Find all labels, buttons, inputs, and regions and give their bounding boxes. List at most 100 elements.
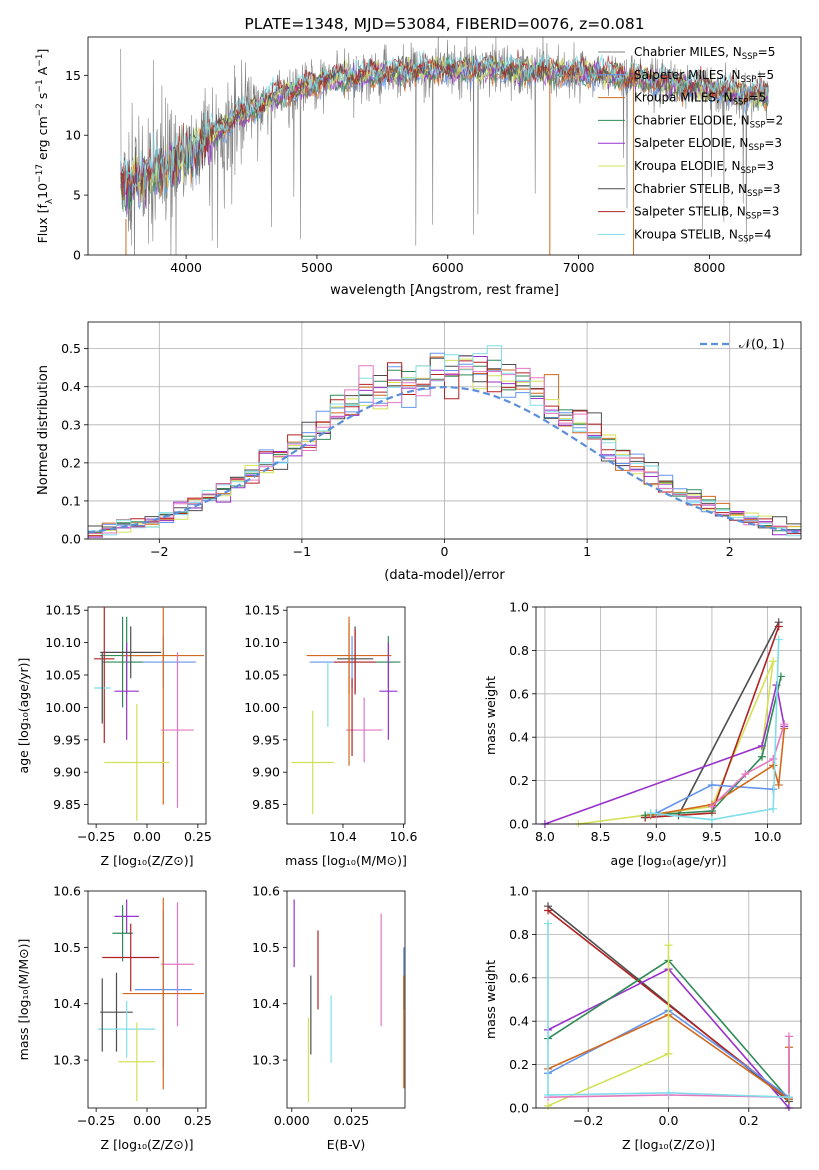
- error-bars: [98, 897, 204, 1102]
- x-tick-label: 1: [583, 544, 591, 559]
- weight-point-marker: [544, 1101, 553, 1110]
- y-tick-label: 0: [73, 248, 81, 263]
- y-tick-label: 9.95: [252, 732, 280, 747]
- mass-vs-metallicity-panel: −0.25 0.00 0.25 10.3 10.4 10.5 10.6 Z [log₁₀(Z/…: [16, 884, 212, 1153]
- y-label-part: −17: [35, 164, 45, 183]
- legend-subscript: SSP: [742, 52, 758, 62]
- y-tick-label: 0.8: [509, 643, 529, 658]
- x-tick-label: 8000: [694, 260, 726, 275]
- x-tick-label: 8.0: [535, 829, 555, 844]
- x-axis-label: Z [log₁₀(Z/Z⊙)]: [622, 1137, 715, 1152]
- legend-label: Kroupa ELODIE, N: [634, 159, 741, 173]
- legend-label: Salpeter ELODIE, N: [634, 136, 748, 150]
- x-tick-label: 5000: [301, 260, 333, 275]
- x-tick-label: 6000: [432, 260, 464, 275]
- y-tick-label: 0.3: [61, 417, 81, 432]
- y-axis-label: Normed distribution: [36, 365, 51, 495]
- x-tick-label: 0.2: [739, 1113, 759, 1128]
- spectrum-lines: [120, 37, 769, 255]
- weight-point-marker: [774, 635, 783, 644]
- y-tick-label: 10.10: [45, 635, 81, 650]
- x-axis-label: Z [log₁₀(Z/Z⊙)]: [101, 1137, 194, 1152]
- weight-point-marker: [741, 770, 750, 779]
- weight-series-line: [650, 639, 780, 821]
- legend-value: =3: [763, 182, 781, 196]
- weight-series-line: [578, 660, 774, 825]
- y-tick-label: 9.90: [252, 765, 280, 780]
- weight-lines: [540, 618, 789, 827]
- legend-value: =3: [764, 136, 782, 150]
- x-tick-label: 0.00: [133, 829, 161, 844]
- legend-entry: 𝒩(0, 1): [739, 336, 785, 351]
- chart-title: PLATE=1348, MJD=53084, FIBERID=0076, z=0…: [244, 15, 644, 33]
- x-tick-label: −0.25: [77, 1113, 115, 1128]
- x-tick-label: 10.0: [754, 829, 782, 844]
- legend-entry: Kroupa ELODIE, NSSP=3: [634, 159, 774, 176]
- error-bars: [293, 899, 405, 1103]
- x-tick-label: 9.5: [702, 829, 722, 844]
- y-tick-label: 0.6: [509, 970, 529, 985]
- weight-point-marker: [664, 1049, 673, 1058]
- weight-point-marker: [780, 720, 789, 729]
- y-tick-label: 0.1: [61, 493, 81, 508]
- legend-subscript: SSP: [746, 212, 762, 222]
- x-tick-label: 0.00: [133, 1113, 161, 1128]
- y-tick-label: 0.0: [509, 817, 529, 832]
- y-tick-label: 0.5: [61, 341, 81, 356]
- legend-entry: Kroupa MILES, NSSP=5: [634, 91, 766, 108]
- y-tick-label: 10.3: [252, 1053, 280, 1068]
- weight-point-marker: [769, 657, 778, 666]
- x-tick-label: 0.25: [184, 1113, 212, 1128]
- y-label-part: 10: [35, 183, 50, 199]
- y-tick-label: 10.6: [53, 884, 81, 899]
- y-tick-label: 10.10: [244, 635, 280, 650]
- residual-histogram: [88, 345, 801, 537]
- legend-subscript: SSP: [738, 234, 754, 244]
- legend-subscript: SSP: [741, 166, 757, 176]
- x-tick-label: 0: [441, 544, 449, 559]
- y-tick-label: 10.3: [53, 1053, 81, 1068]
- y-tick-label: 5: [73, 188, 81, 203]
- weight-point-marker: [707, 815, 716, 824]
- weight-series-line: [711, 723, 786, 808]
- legend-entry: Chabrier MILES, NSSP=5: [634, 45, 775, 62]
- y-tick-label: 10.15: [244, 603, 280, 618]
- y-tick-label: 9.85: [53, 797, 81, 812]
- y-label-part: erg cm: [35, 116, 50, 164]
- weight-point-marker: [769, 804, 778, 813]
- legend-value: =5: [756, 68, 774, 82]
- y-tick-label: 0.8: [509, 927, 529, 942]
- legend-entry: Chabrier ELODIE, NSSP=2: [634, 113, 783, 130]
- legend-entry: Salpeter MILES, NSSP=5: [634, 68, 774, 85]
- legend-label: Chabrier MILES, N: [634, 45, 742, 59]
- y-tick-label: 0.0: [509, 1101, 529, 1116]
- age-vs-mass-panel: 10.4 10.6 9.85 9.90 9.95 10.00 10.05 10.10 10.15…: [244, 603, 417, 868]
- x-tick-label: 10.6: [390, 829, 418, 844]
- weight-point-marker: [769, 754, 778, 763]
- weight-point-marker: [646, 809, 655, 818]
- y-tick-label: 0.2: [509, 1057, 529, 1072]
- normal-distribution-curve: [88, 385, 801, 534]
- y-tick-label: 10.15: [45, 603, 81, 618]
- x-axis-label: Z [log₁₀(Z/Z⊙)]: [101, 853, 194, 868]
- legend-label: Kroupa STELIB, N: [634, 227, 738, 241]
- axes-frame: [87, 36, 802, 256]
- y-axis-label: mass weight: [483, 676, 498, 755]
- legend-entry: Chabrier STELIB, NSSP=3: [634, 182, 781, 199]
- error-bars: [291, 616, 401, 815]
- legend-label: Salpeter STELIB, N: [634, 205, 746, 219]
- y-tick-label: 10.4: [53, 996, 81, 1011]
- legend-value: =5: [749, 91, 767, 105]
- y-label-part: −1: [35, 54, 45, 67]
- weight-point-marker: [774, 780, 783, 789]
- legend-value: =3: [756, 159, 774, 173]
- weight-point-marker: [664, 1088, 673, 1097]
- y-label-part: ]: [35, 49, 50, 54]
- x-tick-label: 2: [726, 544, 734, 559]
- y-label-part: Flux [f: [35, 204, 50, 244]
- spectrum-panel: 4000 5000 6000 7000 8000 0 5 10 15 PLATE=1348, MJ…: [35, 15, 802, 298]
- weight-point-marker: [544, 906, 553, 915]
- axes-frame: [535, 890, 802, 1109]
- y-tick-label: 15: [65, 68, 81, 83]
- legend-label: Chabrier STELIB, N: [634, 182, 747, 196]
